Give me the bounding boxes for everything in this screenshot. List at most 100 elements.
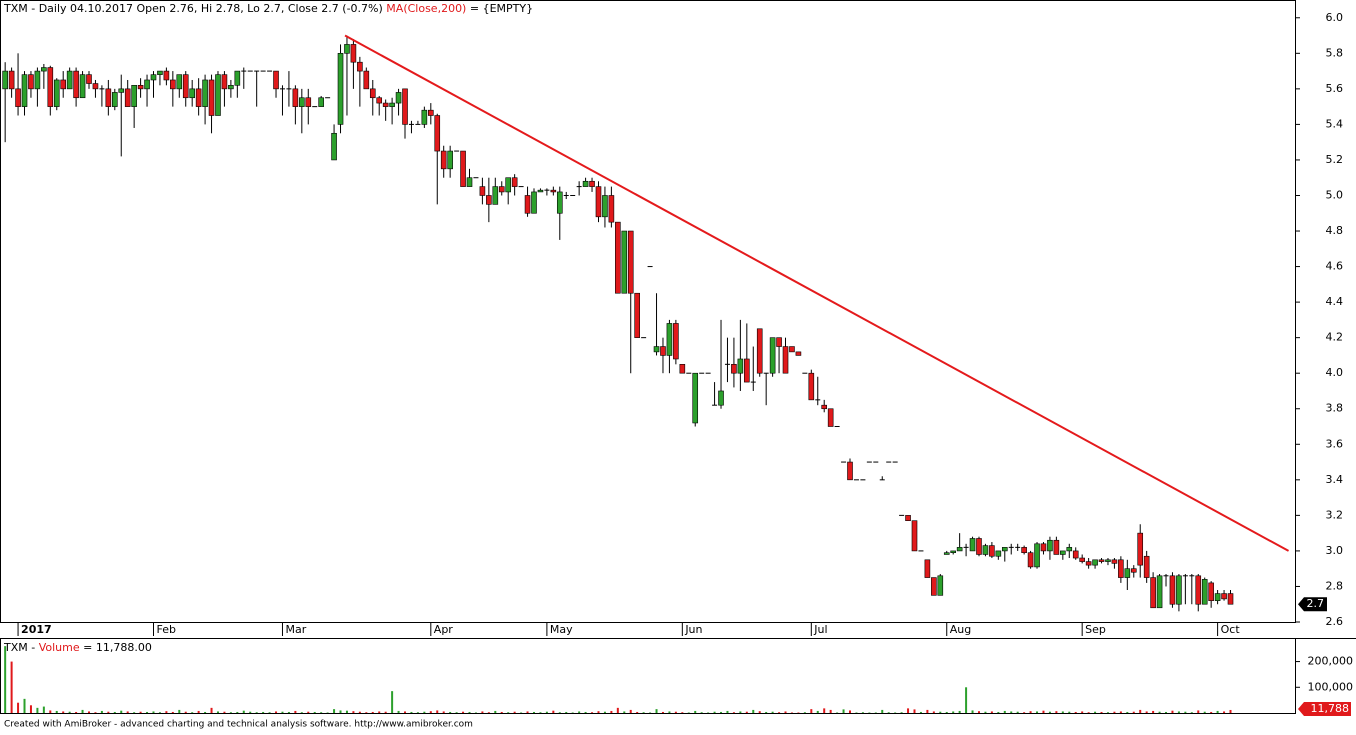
volume-bar [333, 709, 336, 713]
volume-bar [10, 661, 13, 713]
volume-bar [855, 712, 858, 713]
volume-bar [565, 711, 568, 713]
x-tick-label: Apr [434, 623, 454, 636]
candle-body [428, 109, 434, 116]
volume-bar [784, 711, 787, 713]
y-tick-label: 5.0 [1326, 188, 1344, 201]
candle-body [1169, 575, 1176, 605]
candle-body [1137, 532, 1144, 566]
candle-body [1060, 550, 1066, 555]
candle-body [1176, 575, 1182, 605]
volume-value: = 11,788.00 [83, 641, 152, 654]
volume-bar [49, 710, 52, 713]
x-tick-label: 2017 [21, 623, 52, 636]
volume-bar [1061, 711, 1064, 713]
candle-body [582, 180, 589, 187]
candle-body [202, 79, 208, 107]
candle-body [105, 88, 112, 107]
volume-bar [758, 711, 761, 713]
volume-bar [778, 712, 781, 713]
volume-bar [558, 712, 561, 713]
volume-bar [249, 711, 252, 713]
volume-bar [900, 712, 903, 713]
candle-body [60, 79, 67, 90]
candle-body [111, 92, 118, 107]
candle-body [182, 74, 189, 99]
volume-bar [649, 712, 652, 713]
candle-body [176, 74, 183, 90]
candle-body [847, 461, 853, 481]
candle-body [660, 346, 666, 356]
candle-body [421, 109, 428, 125]
volume-bar [823, 708, 826, 713]
volume-bar [513, 711, 516, 713]
candle-body [273, 70, 279, 90]
candle-body [1105, 559, 1111, 562]
candle-body [195, 88, 202, 107]
candle-body [679, 364, 686, 374]
candle-body [531, 191, 537, 214]
candle-body [827, 408, 834, 427]
volume-bar [913, 709, 916, 713]
y-tick-label: 3.8 [1326, 402, 1344, 415]
volume-bar [29, 705, 32, 713]
candle-body [299, 97, 305, 107]
volume-bar [694, 710, 697, 713]
volume-bar [410, 711, 413, 713]
volume-bar [139, 711, 142, 713]
candle-body [950, 550, 956, 553]
volume-bar [1158, 711, 1161, 713]
volume-bar [23, 698, 26, 713]
volume-bar [836, 712, 839, 713]
candle-body [221, 74, 228, 90]
volume-bar [326, 712, 329, 713]
candle-body [1130, 568, 1137, 573]
volume-bar [597, 711, 600, 713]
volume-bar [384, 711, 387, 713]
volume-bar [1048, 711, 1051, 713]
candle-body [215, 74, 221, 116]
candle-body [344, 44, 350, 54]
volume-bar [739, 711, 742, 713]
candle-body [1047, 539, 1053, 552]
volume-bar [1087, 712, 1090, 713]
candle-body [602, 195, 608, 218]
volume-bar [952, 711, 955, 713]
candle-body [440, 150, 447, 170]
volume-bar [371, 711, 374, 713]
volume-bar [1210, 711, 1213, 713]
candle-body [737, 358, 744, 374]
x-tick-label: Jul [813, 623, 827, 636]
volume-bar [100, 710, 103, 713]
volume-bar [945, 711, 948, 713]
volume-bar [113, 711, 116, 713]
volume-bar [520, 712, 523, 713]
volume-bar [1094, 711, 1097, 713]
header-bg [2, 2, 528, 17]
volume-bar [120, 710, 123, 713]
candle-body [86, 74, 92, 84]
candle-body [350, 44, 357, 63]
candle-body [1092, 559, 1098, 566]
candle-body [905, 515, 911, 522]
volume-bar [184, 711, 187, 713]
volume-bar [1100, 711, 1103, 713]
volume-bar [1119, 711, 1122, 713]
volume-bar [178, 709, 181, 713]
volume-bar [36, 707, 39, 713]
volume-bar [255, 712, 258, 713]
volume-bar [223, 711, 226, 713]
volume-bar [726, 710, 729, 713]
volume-bar [532, 711, 535, 713]
volume-bar [307, 711, 310, 713]
candle-body [937, 575, 944, 596]
volume-bar [229, 712, 232, 713]
volume-bar [275, 711, 278, 713]
volume-bar [68, 711, 71, 713]
candle-body [73, 70, 79, 99]
volume-bar [745, 711, 748, 713]
candle-body [692, 372, 699, 424]
volume-bar [1216, 710, 1219, 713]
candle-body [731, 364, 737, 374]
